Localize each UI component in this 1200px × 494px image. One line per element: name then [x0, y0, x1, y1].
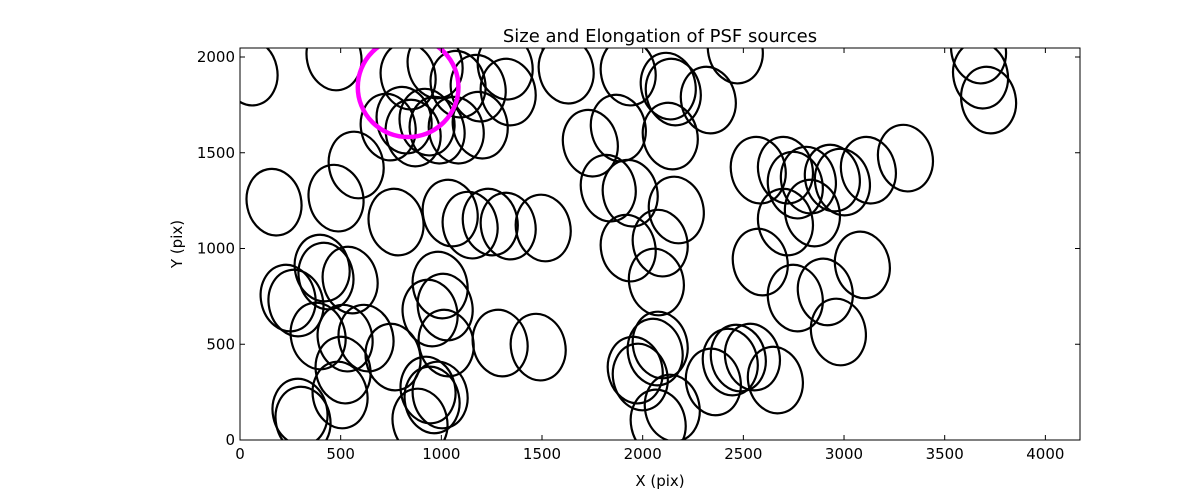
psf-ellipse-12 [679, 65, 737, 135]
psf-ellipse-23 [451, 90, 509, 160]
psf-ellipse-79 [391, 387, 449, 440]
x-tick-label: 2500 [724, 445, 762, 463]
psf-ellipse-28 [245, 167, 303, 237]
x-tick-label: 4000 [1026, 445, 1064, 463]
psf-ellipse-70 [471, 308, 529, 378]
psf-ellipse-61 [267, 268, 325, 338]
psf-ellipse-31 [421, 178, 479, 248]
chart-title: Size and Elongation of PSF sources [503, 26, 817, 47]
psf-ellipse-43 [756, 135, 815, 205]
psf-ellipse-34 [479, 191, 537, 261]
psf-ellipse-7 [479, 57, 537, 127]
psf-ellipse-30 [367, 187, 425, 257]
psf-ellipse-14 [949, 48, 1008, 85]
psf-ellipse-24 [561, 108, 619, 178]
psf-ellipse-65 [289, 301, 347, 371]
x-tick-label: 3500 [926, 445, 964, 463]
psf-ellipse-40 [631, 208, 689, 278]
psf-ellipse-77 [403, 365, 461, 435]
psf-ellipse-32 [441, 190, 499, 260]
psf-ellipse-16 [960, 65, 1018, 135]
psf-ellipse-75 [314, 335, 372, 405]
psf-ellipse-59 [321, 245, 379, 315]
x-tick-label: 500 [326, 445, 355, 463]
psf-ellipse-1 [305, 48, 363, 92]
psf-ellipse-67 [337, 303, 395, 373]
x-tick-label: 0 [235, 445, 245, 463]
psf-ellipse-82 [606, 335, 664, 405]
psf-ellipse-73 [274, 385, 332, 440]
psf-ellipse-64 [401, 278, 459, 348]
psf-ellipse-22 [427, 95, 485, 165]
psf-ellipse-37 [601, 158, 659, 228]
x-tick-label: 3000 [825, 445, 863, 463]
psf-ellipse-81 [643, 373, 701, 440]
psf-ellipse-86 [684, 347, 742, 417]
highlight-circle [355, 48, 461, 140]
y-axis-label: Y (pix) [168, 220, 186, 269]
y-tick-label: 1000 [197, 240, 235, 258]
psf-ellipse-8 [537, 48, 595, 105]
psf-ellipse-55 [809, 297, 867, 367]
psf-ellipse-49 [876, 123, 935, 193]
psf-ellipse-84 [626, 317, 684, 387]
psf-ellipse-35 [514, 193, 572, 263]
psf-ellipse-18 [375, 85, 433, 155]
psf-ellipse-39 [599, 213, 657, 283]
y-tick-label: 2000 [197, 48, 235, 66]
psf-ellipse-0 [240, 48, 279, 107]
psf-ellipse-41 [627, 247, 685, 317]
psf-ellipse-13 [706, 48, 764, 85]
psf-ellipse-29 [307, 163, 365, 233]
x-tick-label: 1000 [422, 445, 460, 463]
psf-ellipse-26 [641, 101, 699, 171]
x-tick-label: 1500 [523, 445, 561, 463]
y-tick-label: 0 [225, 431, 235, 449]
psf-ellipse-47 [813, 147, 872, 217]
psf-ellipse-85 [631, 310, 689, 380]
psf-ellipse-63 [416, 272, 474, 342]
psf-ellipse-51 [783, 178, 842, 248]
psf-ellipse-90 [746, 345, 804, 415]
psf-ellipse-54 [796, 257, 854, 327]
psf-ellipse-88 [709, 323, 767, 393]
y-tick-label: 1500 [197, 144, 235, 162]
psf-ellipse-53 [766, 263, 824, 333]
psf-ellipse-60 [259, 263, 317, 333]
psf-ellipse-71 [509, 312, 567, 382]
x-tick-label: 2000 [624, 445, 662, 463]
psf-ellipse-44 [766, 150, 824, 220]
psf-ellipse-5 [449, 53, 507, 123]
y-tick-label: 500 [206, 335, 235, 353]
psf-ellipse-38 [647, 175, 705, 245]
psf-ellipse-48 [839, 135, 897, 205]
psf-ellipse-6 [476, 48, 534, 101]
psf-ellipse-80 [629, 388, 687, 440]
psf-ellipse-10 [639, 51, 697, 121]
psf-ellipse-45 [779, 145, 837, 215]
psf-ellipse-56 [833, 230, 891, 300]
psf-ellipse-89 [723, 322, 782, 392]
x-axis-label: X (pix) [635, 472, 684, 490]
psf-ellipse-15 [951, 48, 1010, 110]
psf-ellipse-42 [729, 135, 787, 205]
psf-ellipse-11 [644, 57, 702, 127]
psf-ellipse-62 [411, 250, 469, 320]
plot-frame [239, 47, 1081, 441]
psf-ellipse-36 [579, 153, 637, 223]
